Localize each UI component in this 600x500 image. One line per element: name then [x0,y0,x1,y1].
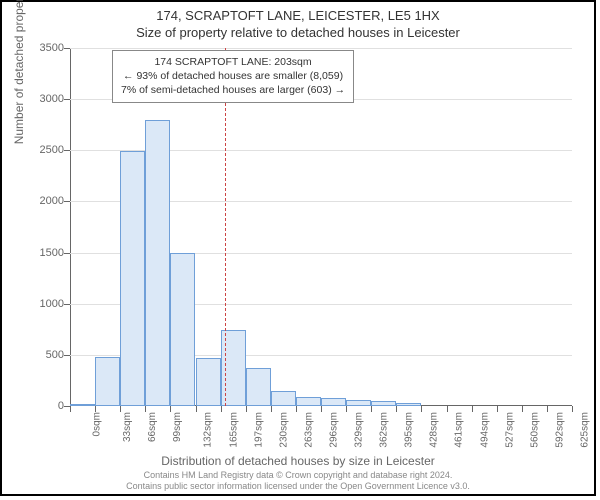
footer-text: Contains HM Land Registry data © Crown c… [2,470,594,493]
y-axis-label: Number of detached properties [12,0,26,144]
x-tick-label: 165sqm [228,412,239,448]
info-line-3: 7% of semi-detached houses are larger (6… [121,83,345,97]
y-tick [64,48,70,49]
x-tick-label: 66sqm [147,412,158,442]
x-tick-label: 230sqm [278,412,289,448]
x-tick [296,406,297,412]
plot-area: 05001000150020002500300035000sqm33sqm66s… [70,48,572,406]
histogram-bar [321,398,346,406]
y-tick-label: 1500 [24,247,64,259]
x-tick [346,406,347,412]
histogram-bar [396,403,421,406]
x-tick [170,406,171,412]
y-tick-label: 500 [24,349,64,361]
x-tick-label: 0sqm [91,412,102,436]
x-tick-label: 197sqm [253,412,264,448]
y-axis-line [70,48,71,406]
histogram-bar [120,151,145,406]
x-tick [271,406,272,412]
title-line-2: Size of property relative to detached ho… [2,25,594,40]
x-tick [472,406,473,412]
x-tick-label: 560sqm [529,412,540,448]
x-tick-label: 494sqm [479,412,490,448]
x-tick [221,406,222,412]
footer-line-1: Contains HM Land Registry data © Crown c… [144,470,453,480]
info-line-1: 174 SCRAPTOFT LANE: 203sqm [121,55,345,69]
histogram-bar [371,401,396,406]
x-tick [70,406,71,412]
x-tick-label: 527sqm [504,412,515,448]
x-tick-label: 33sqm [122,412,133,442]
y-tick-label: 2000 [24,195,64,207]
y-tick-label: 2500 [24,144,64,156]
info-line-2: ← 93% of detached houses are smaller (8,… [121,69,345,83]
x-tick [95,406,96,412]
x-tick [120,406,121,412]
histogram-bar [145,120,170,406]
x-tick [145,406,146,412]
x-tick [421,406,422,412]
x-tick-label: 461sqm [454,412,465,448]
y-tick [64,355,70,356]
x-tick-label: 428sqm [429,412,440,448]
y-tick [64,99,70,100]
histogram-bar [196,358,221,406]
x-tick [396,406,397,412]
title-line-1: 174, SCRAPTOFT LANE, LEICESTER, LE5 1HX [2,8,594,23]
x-tick [522,406,523,412]
x-tick-label: 296sqm [328,412,339,448]
x-tick-label: 362sqm [379,412,390,448]
y-tick-label: 3000 [24,93,64,105]
x-tick [246,406,247,412]
grid-line [70,48,572,49]
y-tick [64,150,70,151]
x-tick [371,406,372,412]
y-tick-label: 1000 [24,298,64,310]
x-axis-label: Distribution of detached houses by size … [2,454,594,468]
histogram-bar [70,404,95,406]
x-tick [547,406,548,412]
x-tick [572,406,573,412]
x-tick-label: 592sqm [554,412,565,448]
y-tick [64,201,70,202]
histogram-bar [170,253,195,406]
y-tick-label: 0 [24,400,64,412]
histogram-bar [271,391,296,406]
x-tick-label: 625sqm [579,412,590,448]
histogram-bar [246,368,271,406]
y-tick [64,253,70,254]
info-box: 174 SCRAPTOFT LANE: 203sqm← 93% of detac… [112,50,354,103]
x-tick-label: 263sqm [303,412,314,448]
y-tick-label: 3500 [24,42,64,54]
x-tick [321,406,322,412]
x-tick-label: 99sqm [172,412,183,442]
histogram-bar [95,357,120,406]
x-tick [497,406,498,412]
x-tick-label: 395sqm [404,412,415,448]
chart-container: 174, SCRAPTOFT LANE, LEICESTER, LE5 1HX … [0,0,596,496]
x-tick [447,406,448,412]
x-tick [196,406,197,412]
histogram-bar [346,400,371,406]
x-tick-label: 132sqm [203,412,214,448]
y-tick [64,304,70,305]
histogram-bar [296,397,321,406]
x-tick-label: 329sqm [354,412,365,448]
footer-line-2: Contains public sector information licen… [126,481,470,491]
